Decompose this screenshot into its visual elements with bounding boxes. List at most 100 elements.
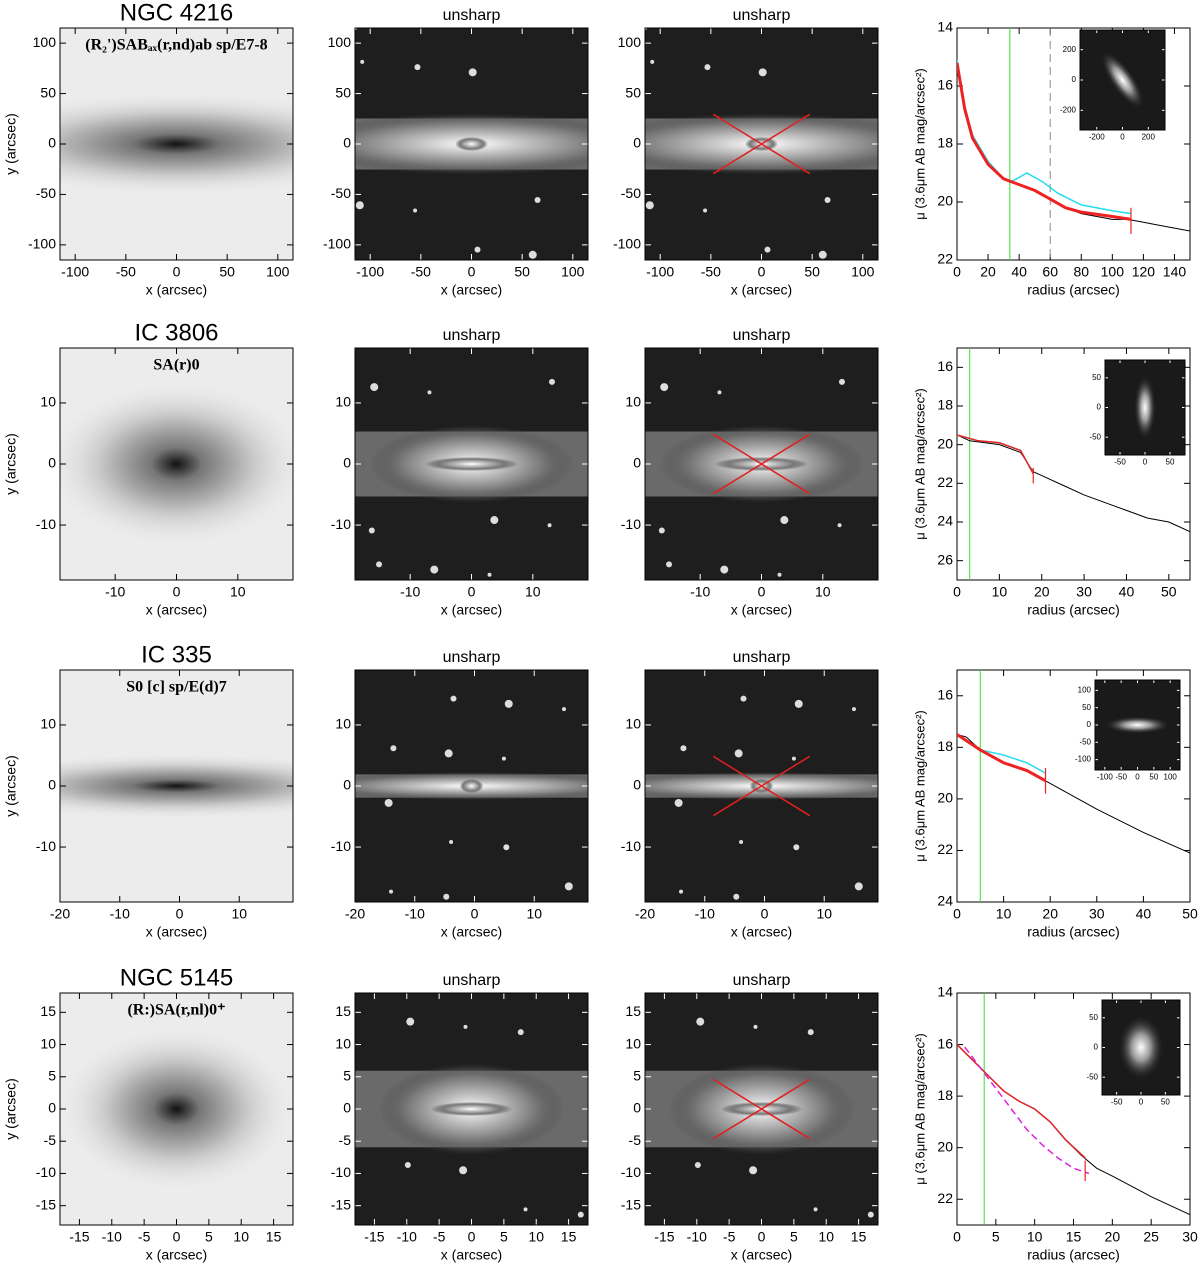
- axes-frame: [644, 347, 879, 581]
- inset-galaxy: [1103, 716, 1172, 734]
- axes-frame: [956, 347, 1191, 581]
- y-axis-label: y (arcsec): [3, 755, 19, 816]
- x-axis-label: radius (arcsec): [1027, 602, 1120, 618]
- x-tick-label: 20: [1034, 583, 1050, 599]
- classification: SA(r)0: [153, 357, 199, 374]
- x-tick-label: 120: [1132, 263, 1156, 279]
- y-tick-label: 50: [40, 84, 56, 100]
- x-axis-label: x (arcsec): [731, 924, 792, 940]
- x-tick-label: 50: [1166, 457, 1175, 466]
- x-tick-label: 30: [1182, 1228, 1198, 1244]
- x-tick-label: 0: [173, 1228, 181, 1244]
- x-axis-label: radius (arcsec): [1027, 282, 1120, 298]
- x-axis-label: x (arcsec): [146, 924, 207, 940]
- x-tick-label: 0: [953, 905, 961, 921]
- y-tick-label: -100: [323, 236, 351, 252]
- y-tick-label: -100: [28, 236, 56, 252]
- star: [666, 561, 673, 568]
- profile-curve: [957, 434, 1190, 533]
- star: [406, 1017, 415, 1026]
- x-tick-label: 30: [1076, 583, 1092, 599]
- panel-title: unsharp: [443, 972, 501, 989]
- axes-frame: [956, 992, 1191, 1226]
- y-tick-label: -50: [621, 185, 641, 201]
- star: [758, 68, 767, 77]
- image: [645, 993, 878, 1225]
- x-tick-label: 100: [851, 263, 875, 279]
- x-tick-label: -5: [433, 1228, 446, 1244]
- x-tick-label: -20: [635, 905, 655, 921]
- y-tick-label: 26: [937, 551, 953, 567]
- x-tick-label: 40: [1119, 583, 1135, 599]
- y-tick-label: 22: [937, 841, 953, 857]
- galaxy-name: NGC 5145: [120, 964, 233, 991]
- x-tick-label: 100: [1101, 263, 1125, 279]
- bar-marker: [712, 113, 811, 175]
- plot-area: [957, 670, 1190, 902]
- panel-title: unsharp: [443, 327, 501, 344]
- x-tick-label: 0: [761, 905, 769, 921]
- star: [813, 1207, 818, 1212]
- star: [444, 749, 453, 758]
- x-tick-label: -20: [50, 905, 70, 921]
- y-tick-label: 100: [328, 34, 352, 50]
- x-axis-label: radius (arcsec): [1027, 924, 1120, 940]
- star: [528, 250, 537, 259]
- star: [404, 1162, 411, 1169]
- star: [645, 201, 654, 210]
- axes-frame: [956, 669, 1191, 903]
- y-axis-label: μ (3.6μm AB mag/arcsec²): [912, 388, 927, 540]
- y-tick-label: 14: [937, 19, 953, 35]
- star: [717, 390, 722, 395]
- x-tick-label: -50: [1115, 772, 1127, 781]
- y-tick-label: 5: [48, 1067, 56, 1083]
- axes-frame: [956, 27, 1191, 261]
- y-tick-label: -10: [36, 516, 56, 532]
- x-tick-label: 10: [815, 583, 831, 599]
- y-tick-label: -10: [621, 1164, 641, 1180]
- x-tick-label: 5: [205, 1228, 213, 1244]
- axes-frame: [59, 992, 294, 1226]
- star: [577, 1211, 584, 1218]
- axes-frame: [1101, 999, 1181, 1096]
- x-tick-label: -100: [1097, 772, 1114, 781]
- x-tick-label: 0: [953, 263, 961, 279]
- x-tick-label: 5: [992, 1228, 1000, 1244]
- y-tick-label: -10: [331, 516, 351, 532]
- y-tick-label: 10: [625, 394, 641, 410]
- x-axis-label: x (arcsec): [441, 924, 502, 940]
- axes-frame: [1094, 679, 1181, 771]
- star: [851, 707, 856, 712]
- y-tick-label: 22: [937, 474, 953, 490]
- x-tick-label: 10: [818, 1228, 834, 1244]
- y-tick-label: -10: [331, 1164, 351, 1180]
- x-tick-label: 15: [1066, 1228, 1082, 1244]
- x-axis-label: x (arcsec): [146, 602, 207, 618]
- image: [355, 993, 588, 1225]
- x-tick-label: 10: [231, 905, 247, 921]
- bar-marker: [712, 755, 811, 817]
- y-tick-label: 0: [48, 777, 56, 793]
- core: [455, 137, 488, 151]
- star: [674, 798, 683, 807]
- y-tick-label: 20: [937, 193, 953, 209]
- x-tick-label: -10: [397, 1228, 417, 1244]
- x-tick-label: -50: [1111, 1097, 1123, 1106]
- x-tick-label: -100: [61, 263, 89, 279]
- y-tick-label: -50: [331, 185, 351, 201]
- star: [503, 844, 510, 851]
- x-tick-label: 15: [266, 1228, 282, 1244]
- galaxy: [60, 1027, 293, 1191]
- y-tick-label: 16: [937, 686, 953, 702]
- x-tick-label: 0: [758, 263, 766, 279]
- star: [534, 197, 541, 204]
- axes-frame: [59, 347, 294, 581]
- star: [780, 516, 789, 525]
- star: [764, 246, 771, 253]
- x-tick-label: -10: [687, 1228, 707, 1244]
- star: [474, 246, 481, 253]
- y-tick-label: 22: [937, 1190, 953, 1206]
- x-tick-label: 0: [173, 583, 181, 599]
- y-tick-label: 50: [1092, 373, 1101, 382]
- x-tick-label: 10: [992, 583, 1008, 599]
